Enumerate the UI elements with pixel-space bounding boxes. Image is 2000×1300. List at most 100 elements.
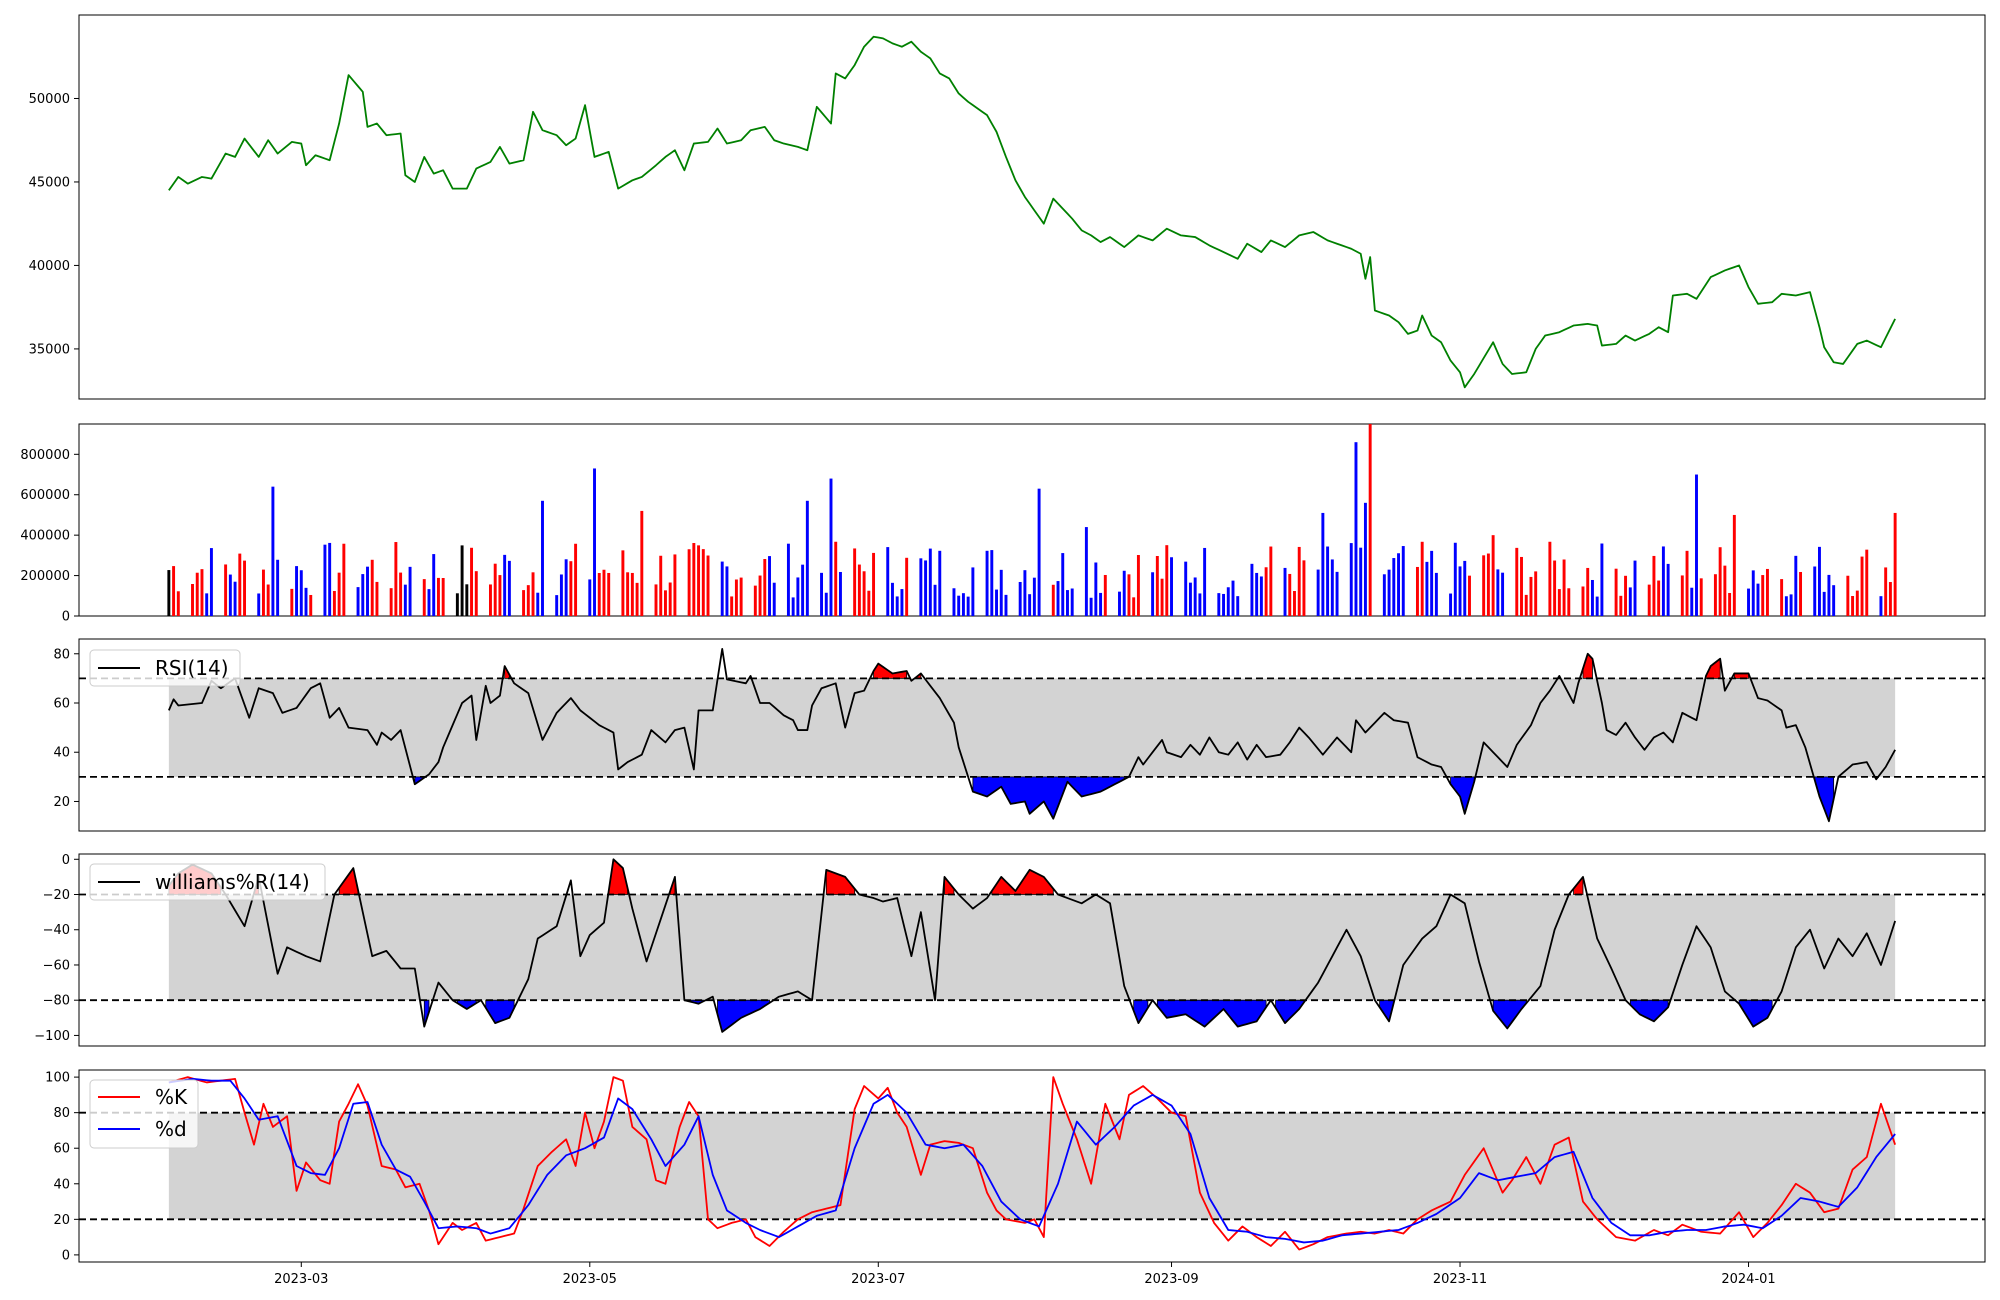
volume-bar [276,559,280,616]
volume-bar [1567,588,1571,616]
volume-bar [1855,590,1859,616]
williams-panel: −100 −80 −60 −40 −20 0 [34,853,1986,1047]
volume-bar [1756,583,1760,616]
volume-bar [1557,589,1561,616]
volume-bar [692,543,696,616]
volume-bar [1127,574,1131,616]
volume-bar [673,554,677,616]
volume-bar [328,542,332,616]
volume-bar [1330,559,1334,616]
volume-bar [569,561,573,616]
volume-bar [1624,575,1628,616]
volume-bar [758,575,762,616]
y-tick-label: −100 [34,1029,70,1044]
y-tick-label: 800000 [20,448,70,463]
volume-bar [919,558,923,616]
volume-bar [503,554,507,616]
volume-bar [701,549,705,616]
volume-bar [1827,574,1831,616]
volume-bar [403,584,407,616]
volume-bar [763,559,767,616]
volume-bar [985,550,989,616]
rsi-panel: 20 40 60 80 [53,638,1986,832]
volume-bar [938,550,942,616]
volume-bar [720,561,724,616]
williams-legend: williams%R(14) [89,863,326,901]
volume-bar [1222,593,1226,616]
volume-bar [1619,595,1623,616]
volume-bar [1784,596,1788,616]
rsi-legend-label: RSI(14) [155,656,229,680]
volume-bar [1170,557,1173,616]
volume-bar [1482,555,1486,616]
volume-bar [607,572,611,616]
volume-bar [1198,593,1202,616]
volume-bar [1151,572,1155,616]
volume-bar [1458,566,1462,616]
volume-bar [493,563,497,616]
volume-bar [555,595,559,616]
volume-bar [1193,577,1197,616]
volume-bar [1203,547,1207,616]
volume-bar [1732,514,1736,616]
volume-bar [1283,567,1287,616]
volume-bar [1695,474,1698,616]
volume-bar [1103,574,1107,616]
volume-bar [1699,578,1703,616]
volume-bar [730,596,734,616]
volume-bar [588,579,592,616]
volume-bar [1879,596,1883,616]
volume-bar [1562,559,1566,616]
volume-bar [999,569,1003,616]
volume-bar [1184,561,1188,616]
volume-bar [489,584,492,616]
y-tick-label: −40 [43,923,70,938]
volume-bar [966,596,970,616]
volume-bar [574,543,578,616]
volume-bar [1032,577,1036,616]
volume-bar [356,587,360,616]
volume-bar [1269,546,1273,616]
volume-bar [1293,591,1296,616]
volume-bar [1259,576,1263,616]
volume-bar [531,572,535,616]
volume-bar [1553,560,1557,616]
volume-bar [1297,546,1301,616]
volume-bar [427,589,431,616]
volume-bar [1321,512,1325,616]
volume-bar [1392,558,1396,616]
volume-bar [621,550,625,616]
volume-bar [474,571,478,616]
volume-bar [465,584,469,616]
volume-bar [928,548,932,616]
volume-bar [824,592,828,616]
volume-bar [1359,547,1363,616]
x-tick-label: 2023-07 [851,1272,905,1287]
volume-bar [342,543,346,616]
volume-bar [1463,560,1467,616]
stochastic-panel: 0 20 40 60 80 100 2023-03 2023-05 2023-07 2023-09… [45,1069,1986,1287]
volume-bar [796,577,800,616]
volume-bar [1066,590,1069,616]
volume-bar [597,573,601,616]
y-tick-label: 0 [62,1248,70,1263]
volume-bar [361,574,365,616]
volume-bar [1534,571,1538,616]
volume-bar [1037,488,1041,616]
volume-bar [1491,535,1495,616]
volume-bar [261,569,265,616]
volume-bar [238,553,242,616]
rsi-legend: RSI(14) [89,649,241,687]
volume-bar [1335,571,1339,616]
axes-frame [78,14,1986,400]
volume-bar [1387,569,1391,616]
volume-bar [1231,580,1235,616]
volume-bar [205,593,209,616]
volume-bar [1501,572,1505,616]
volume-bar [1590,579,1594,616]
volume-bar [791,597,795,616]
y-tick-label: 20 [53,1213,70,1228]
volume-bar [432,554,436,616]
volume-bar [1600,543,1604,616]
volume-bar [687,549,691,616]
